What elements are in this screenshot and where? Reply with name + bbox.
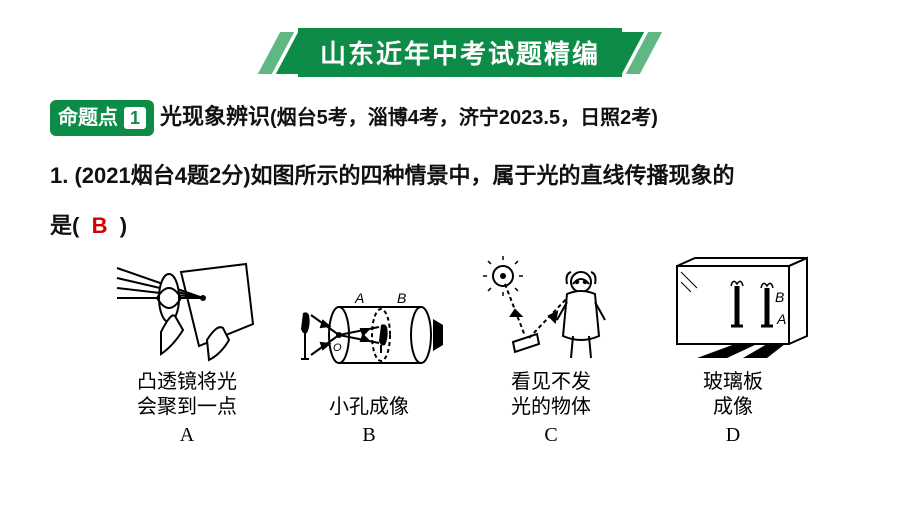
topic-tag: 命题点 1 — [50, 100, 154, 136]
svg-text:A: A — [776, 311, 786, 327]
figure-b-image: A B O — [293, 279, 445, 391]
figure-c-image — [475, 254, 627, 366]
question-tail: 是( B ) — [50, 204, 870, 248]
svg-text:B: B — [397, 290, 406, 306]
figure-option-d: B A 玻璃板 成像 D — [654, 254, 812, 447]
topic-meta: (烟台5考，淄博4考，济宁2023.5，日照2考) — [270, 102, 658, 134]
figure-a-caption: 凸透镜将光 会聚到一点 — [137, 370, 237, 420]
question-stem: 1. (2021烟台4题2分)如图所示的四种情景中，属于光的直线传播现象的 — [50, 154, 870, 198]
svg-text:O: O — [333, 342, 342, 354]
question-tail-suffix: ) — [120, 213, 127, 238]
svg-text:B: B — [775, 289, 784, 305]
figure-c-caption: 看见不发 光的物体 — [511, 370, 591, 420]
figure-option-b: A B O — [290, 279, 448, 447]
page-title: 山东近年中考试题精编 — [298, 28, 622, 77]
header-bar: 山东近年中考试题精编 — [50, 28, 870, 77]
topic-tag-number: 1 — [124, 107, 146, 129]
topic-row: 命题点 1 光现象辨识 (烟台5考，淄博4考，济宁2023.5，日照2考) — [50, 99, 870, 136]
figure-d-letter: D — [726, 424, 740, 447]
question-body: 如图所示的四种情景中，属于光的直线传播现象的 — [251, 163, 735, 188]
figure-d-caption: 玻璃板 成像 — [703, 370, 763, 420]
figure-row: 凸透镜将光 会聚到一点 A A B — [50, 254, 870, 447]
figure-d-image: B A — [657, 254, 809, 366]
figure-option-a: 凸透镜将光 会聚到一点 A — [108, 254, 266, 447]
figure-option-c: 看见不发 光的物体 C — [472, 254, 630, 447]
question-tail-prefix: 是( — [50, 213, 79, 238]
topic-title: 光现象辨识 — [160, 99, 270, 134]
figure-b-letter: B — [362, 424, 375, 447]
figure-b-caption: 小孔成像 — [329, 395, 409, 420]
topic-tag-label: 命题点 — [58, 102, 118, 134]
figure-a-image — [111, 254, 263, 366]
question-prefix: 1. (2021烟台4题2分) — [50, 163, 251, 188]
figure-a-letter: A — [180, 424, 194, 447]
svg-text:A: A — [354, 290, 364, 306]
question-answer: B — [92, 213, 108, 238]
figure-c-letter: C — [544, 424, 557, 447]
